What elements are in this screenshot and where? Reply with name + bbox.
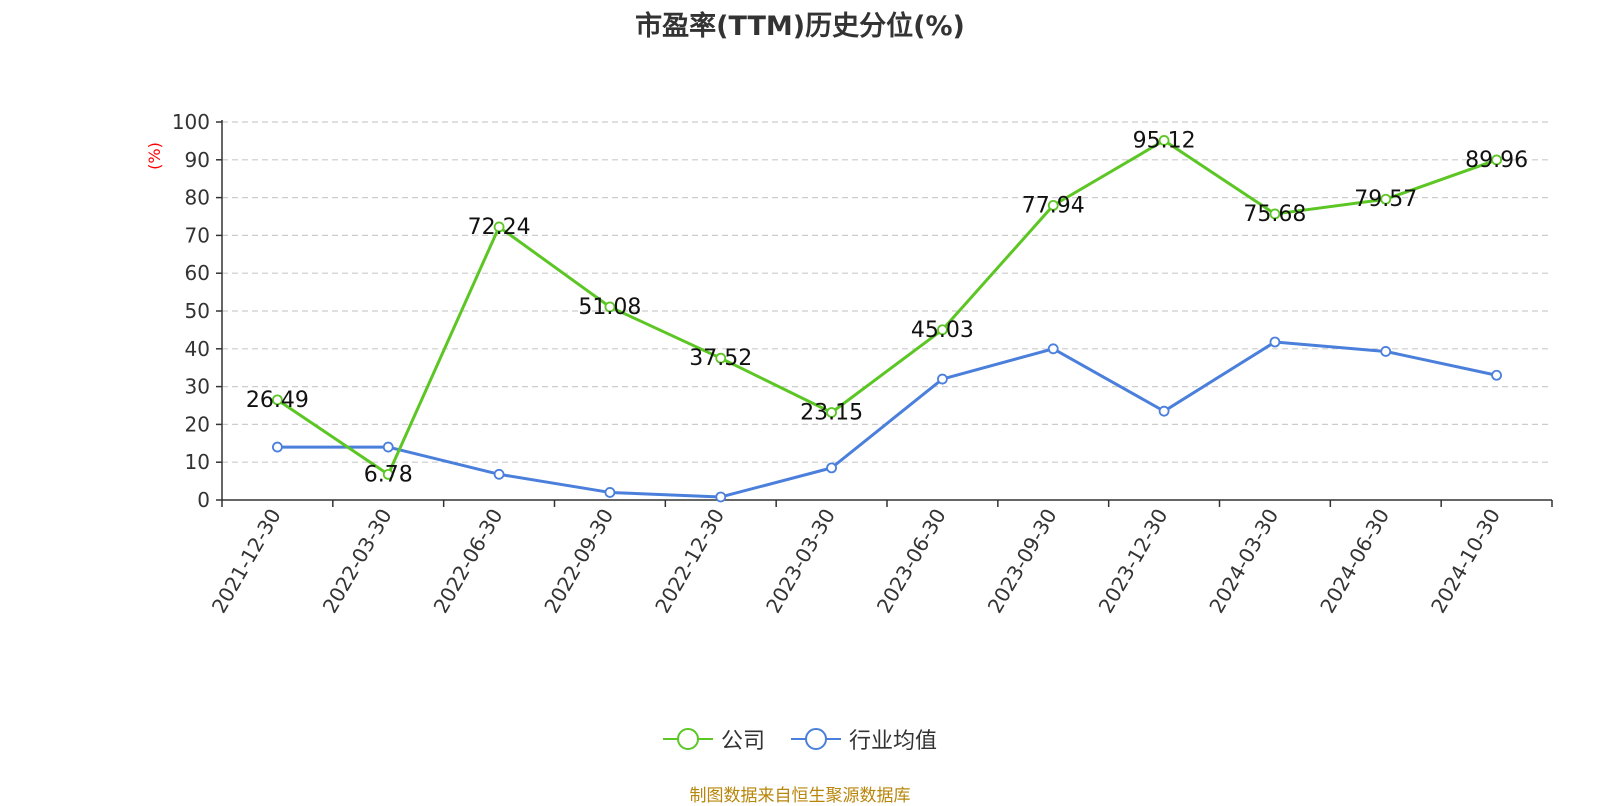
data-label: 95.12: [1133, 128, 1196, 153]
y-tick-label: 40: [185, 337, 210, 361]
x-tick-label: 2024-06-30: [1315, 505, 1394, 618]
data-point: [937, 324, 948, 336]
data-point: [715, 352, 727, 364]
data-point: [826, 407, 837, 418]
y-tick-label: 0: [197, 488, 210, 512]
legend-label: 公司: [720, 729, 765, 754]
x-tick-label: 2021-12-30: [207, 505, 286, 618]
y-tick-label: 50: [185, 299, 210, 323]
x-tick-label: 2023-12-30: [1094, 505, 1173, 618]
series-line: [277, 340, 1497, 499]
y-tick-label: 80: [185, 186, 210, 210]
data-point: [1158, 405, 1170, 417]
data-label: 51.08: [578, 295, 641, 320]
legend-label: 行业均值: [849, 729, 938, 754]
series-lines: [272, 135, 1502, 503]
data-point: [493, 468, 505, 480]
x-tick-label: 2022-12-30: [650, 505, 729, 618]
data-point: [1047, 343, 1059, 355]
y-tick-label: 10: [185, 450, 210, 474]
x-tick-label: 2022-06-30: [429, 505, 508, 618]
data-point: [1491, 369, 1502, 381]
data-label: 6.78: [364, 462, 413, 487]
x-tick-label: 2024-10-30: [1426, 505, 1505, 618]
data-point: [1380, 346, 1392, 357]
series-line: [276, 138, 1498, 476]
x-tick-label: 2022-09-30: [539, 505, 618, 618]
data-point: [1269, 208, 1281, 220]
data-label: 23.15: [800, 400, 863, 425]
y-axis-label: (%): [145, 142, 164, 170]
data-point: [715, 491, 727, 503]
x-tick-label: 2023-06-30: [872, 505, 951, 618]
y-tick-label: 70: [185, 223, 210, 247]
y-tick-label: 30: [185, 375, 210, 399]
data-point: [382, 441, 394, 453]
source-note: 制图数据来自恒生聚源数据库: [689, 786, 911, 806]
data-label: 75.68: [1243, 202, 1306, 227]
data-label: 89.96: [1465, 148, 1528, 173]
legend-item[interactable]: 行业均值: [791, 723, 937, 755]
data-point: [1158, 135, 1170, 146]
data-point: [604, 301, 616, 313]
y-tick-label: 100: [172, 110, 210, 134]
data-point: [382, 468, 394, 480]
data-label: 26.49: [246, 388, 309, 413]
data-point: [272, 394, 283, 406]
chart-title: 市盈率(TTM)历史分位(%): [635, 11, 965, 42]
x-tick-label: 2023-09-30: [983, 505, 1062, 618]
data-point: [272, 441, 283, 453]
data-point: [493, 221, 505, 233]
data-point: [604, 487, 616, 498]
legend-marker-icon: [662, 728, 713, 750]
data-point: [1491, 154, 1502, 166]
legend-item[interactable]: 公司: [662, 723, 765, 755]
data-labels: 26.49 6.78 72.24 51.08 37.52 23.15 45.03 77.94 9…: [246, 128, 1528, 487]
data-label: 79.57: [1354, 187, 1417, 212]
data-label: 37.52: [689, 346, 752, 371]
legend-marker-icon: [791, 728, 841, 750]
x-tick-label: 2024-03-30: [1204, 505, 1283, 618]
legend: 公司 行业均值: [0, 723, 1600, 755]
x-tick-label: 2022-03-30: [318, 505, 397, 618]
data-point: [937, 373, 948, 385]
axes: 0 10 20 30 40 50 60 70 80 90 100 2021-12-30 2022-03-…: [172, 110, 1553, 618]
data-point: [1380, 193, 1392, 205]
data-label: 77.94: [1022, 193, 1085, 218]
data-label: 45.03: [911, 318, 974, 343]
grid-lines: [222, 121, 1552, 463]
x-tick-label: 2023-03-30: [761, 505, 840, 618]
data-label: 72.24: [468, 215, 531, 240]
y-tick-label: 90: [185, 148, 210, 172]
data-point: [1047, 199, 1059, 211]
y-tick-label: 20: [185, 412, 210, 436]
data-point: [1269, 336, 1281, 348]
y-tick-label: 60: [185, 261, 210, 285]
data-point: [826, 462, 837, 474]
